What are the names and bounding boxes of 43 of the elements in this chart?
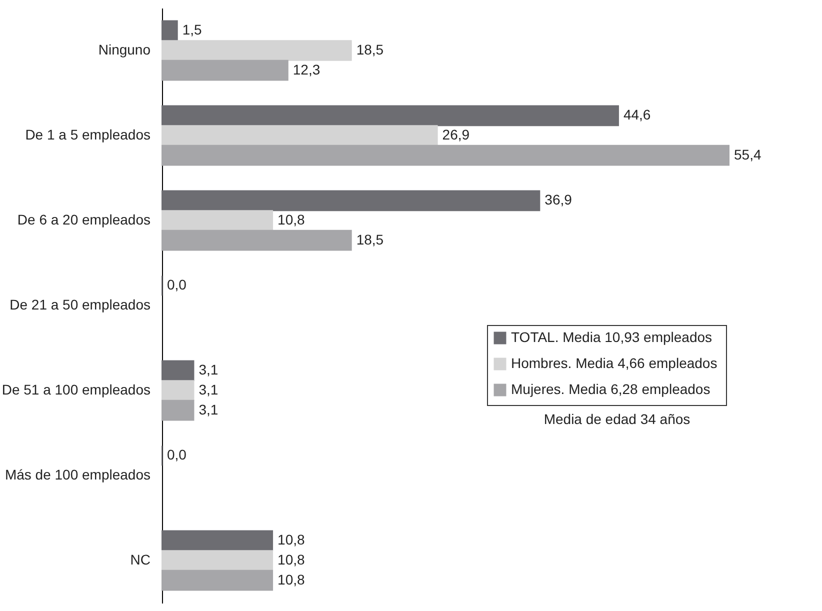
bar <box>162 40 352 61</box>
data-label: 10,8 <box>278 571 305 588</box>
data-label: 0,0 <box>167 446 187 463</box>
bar <box>162 530 274 552</box>
data-label: 10,8 <box>278 552 305 568</box>
bar <box>162 125 438 146</box>
bar <box>162 144 730 166</box>
data-label: 18,5 <box>356 231 384 248</box>
data-label: 10,8 <box>278 532 305 548</box>
bar <box>162 190 540 212</box>
data-label: 12,3 <box>292 61 320 78</box>
bar <box>162 210 274 231</box>
bar <box>162 60 288 81</box>
data-label: 55,4 <box>734 146 762 162</box>
legend-label: Mujeres. Media 6,28 empleados <box>511 381 710 397</box>
data-label: 26,9 <box>442 126 470 142</box>
data-label: 1,5 <box>182 22 202 38</box>
data-label: 44,6 <box>623 106 651 123</box>
data-label: 0,0 <box>167 276 187 293</box>
y-tick-label: Más de 100 empleados <box>4 466 150 482</box>
y-tick-label: De 6 a 20 empleados <box>17 212 150 228</box>
bar <box>162 550 274 571</box>
bar <box>162 570 274 591</box>
legend-label: Hombres. Media 4,66 empleados <box>511 355 718 371</box>
bar <box>162 380 194 401</box>
y-tick-label: De 21 a 50 empleados <box>10 296 150 312</box>
annotation: Media de edad 34 años <box>544 411 690 427</box>
y-tick-label: NC <box>130 552 150 568</box>
bar <box>162 20 178 42</box>
y-tick-label: Ninguno <box>98 42 151 58</box>
bar <box>162 230 352 251</box>
legend-label: TOTAL. Media 10,93 empleados <box>511 329 712 345</box>
data-label: 10,8 <box>278 212 305 228</box>
data-label: 3,1 <box>198 401 218 418</box>
bar <box>162 360 194 382</box>
y-tick-label: De 51 a 100 empleados <box>2 382 150 398</box>
data-label: 3,1 <box>198 382 218 398</box>
bar <box>162 400 194 421</box>
data-label: 36,9 <box>544 192 572 208</box>
data-label: 3,1 <box>198 362 218 378</box>
y-tick-label: De 1 a 5 empleados <box>25 126 150 142</box>
bar <box>162 105 619 126</box>
data-label: 18,5 <box>356 42 384 58</box>
